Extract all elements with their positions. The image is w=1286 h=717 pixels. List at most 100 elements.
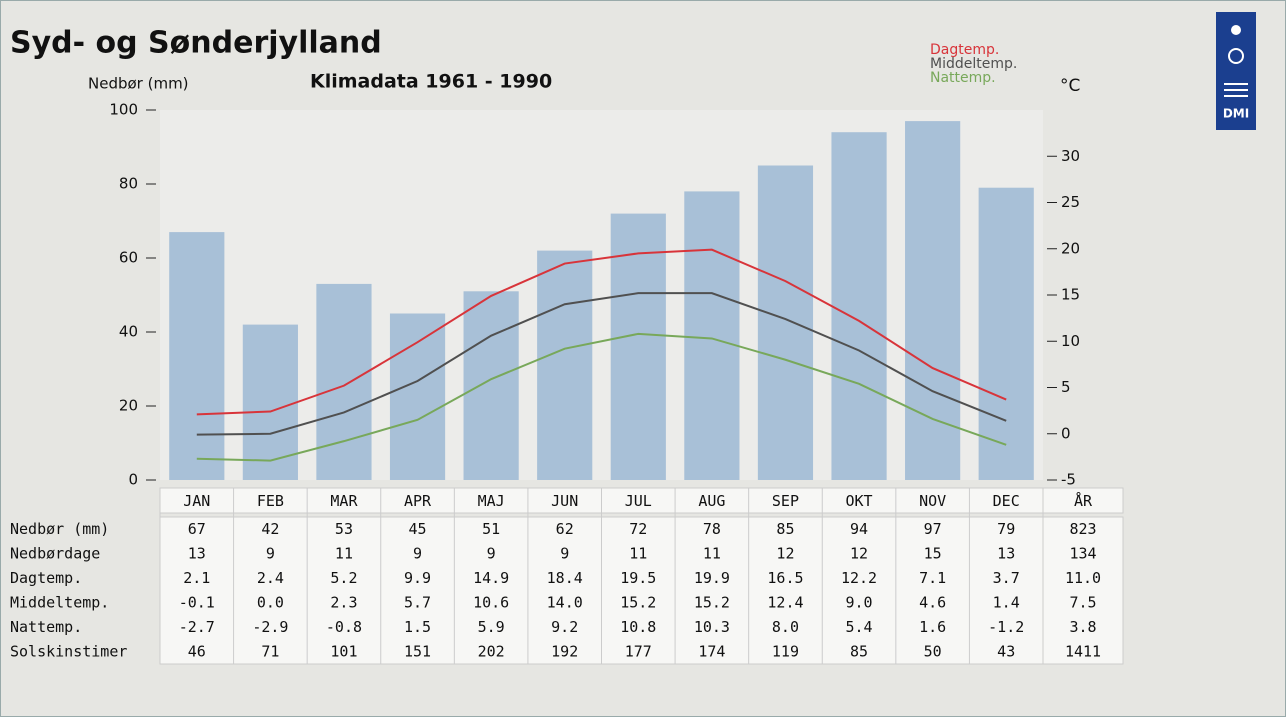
bar (684, 191, 740, 480)
table-body-bg (159, 516, 1124, 665)
table-cell: 10.8 (620, 618, 656, 636)
legend-entry: Middeltemp. (930, 56, 1017, 72)
table-cell: 12.2 (841, 569, 877, 587)
y2-tick-label: 20 (1061, 239, 1080, 257)
table-cell: 50 (924, 642, 942, 660)
logo-waves (1224, 83, 1248, 97)
table-cell: 1.4 (993, 593, 1020, 611)
row-label: Solskinstimer (10, 642, 127, 660)
logo-crown (1231, 25, 1241, 35)
table-header-bg (159, 487, 1124, 514)
table-cell: 9 (560, 544, 569, 562)
table-cell: 5.9 (478, 618, 505, 636)
y2-tick-label: 15 (1061, 286, 1080, 304)
row-label: Nedbørdage (10, 544, 100, 562)
y2-tick-label: 10 (1061, 332, 1080, 350)
table-cell: 85 (850, 642, 868, 660)
bar (905, 121, 961, 480)
table-cell: 119 (772, 642, 799, 660)
table-header: JUL (625, 492, 652, 510)
table-cell: 19.9 (694, 569, 730, 587)
table-header: SEP (772, 492, 799, 510)
table-header: MAJ (478, 492, 505, 510)
y-tick-label: 40 (119, 323, 138, 341)
table-cell: 7.1 (919, 569, 946, 587)
table-cell: 18.4 (547, 569, 583, 587)
table-cell: 15 (924, 544, 942, 562)
bar (831, 132, 887, 480)
table-header: JAN (183, 492, 210, 510)
bar (610, 213, 666, 480)
bar (537, 250, 593, 480)
table-cell: 12.4 (767, 593, 803, 611)
row-label: Nattemp. (10, 618, 82, 636)
table-cell: 101 (330, 642, 357, 660)
table-cell: 14.0 (547, 593, 583, 611)
table-header: AUG (698, 492, 725, 510)
table-cell: 151 (404, 642, 431, 660)
plot-area (160, 110, 1043, 480)
table-cell: 5.2 (330, 569, 357, 587)
table-cell: 79 (997, 520, 1015, 538)
table-cell: 192 (551, 642, 578, 660)
logo-text: DMI (1223, 107, 1249, 121)
y2-tick-label: 30 (1061, 147, 1080, 165)
table-header: APR (404, 492, 432, 510)
table-cell: 10.3 (694, 618, 730, 636)
table-cell: 51 (482, 520, 500, 538)
line (196, 332, 1007, 462)
table-total: 3.8 (1069, 618, 1096, 636)
table-cell: -0.8 (326, 618, 362, 636)
table-cell: 9.9 (404, 569, 431, 587)
table-cell: 14.9 (473, 569, 509, 587)
y2-tick-label: 25 (1061, 193, 1080, 211)
table-cell: 8.0 (772, 618, 799, 636)
bar (242, 324, 298, 480)
table-cell: 78 (703, 520, 721, 538)
y2-tick-label: 0 (1061, 424, 1071, 442)
table-cell: 9.2 (551, 618, 578, 636)
table-cell: 42 (261, 520, 279, 538)
table-cell: -1.2 (988, 618, 1024, 636)
table-cell: 2.3 (330, 593, 357, 611)
row-label: Middeltemp. (10, 593, 109, 611)
table-cell: 46 (188, 642, 206, 660)
chart-title: Syd- og Sønderjylland (10, 26, 382, 61)
bar (316, 283, 372, 480)
table-total: 11.0 (1065, 569, 1101, 587)
table-cell: 12 (776, 544, 794, 562)
table-cell: 5.4 (845, 618, 872, 636)
table-cell: 1.5 (404, 618, 431, 636)
table-header: MAR (330, 492, 358, 510)
y-axis-label: Nedbør (mm) (88, 75, 189, 93)
table-cell: 72 (629, 520, 647, 538)
table-cell: 1.6 (919, 618, 946, 636)
table-total: 134 (1069, 544, 1096, 562)
table-header: NOV (919, 492, 946, 510)
table-cell: 71 (261, 642, 279, 660)
table-total: 823 (1069, 520, 1096, 538)
table-header: OKT (845, 492, 872, 510)
table-cell: -2.9 (252, 618, 288, 636)
table-cell: 11 (335, 544, 353, 562)
row-label: Dagtemp. (10, 569, 82, 587)
table-cell: 4.6 (919, 593, 946, 611)
chart-subtitle: Klimadata 1961 - 1990 (310, 71, 552, 93)
bar (463, 291, 519, 480)
table-total: 7.5 (1069, 593, 1096, 611)
table-cell: 0.0 (257, 593, 284, 611)
table-header: ÅR (1074, 491, 1093, 510)
y-tick-label: 100 (109, 101, 138, 119)
logo: DMI (1216, 12, 1256, 130)
table-cell: 174 (698, 642, 725, 660)
y-tick-label: 80 (119, 175, 138, 193)
table-cell: 43 (997, 642, 1015, 660)
table-cell: -0.1 (179, 593, 215, 611)
line (196, 292, 1007, 436)
table-cell: 177 (625, 642, 652, 660)
table-cell: 11 (629, 544, 647, 562)
table-cell: 2.1 (183, 569, 210, 587)
logo-sun (1228, 48, 1244, 64)
table-cell: 16.5 (767, 569, 803, 587)
table-cell: 53 (335, 520, 353, 538)
